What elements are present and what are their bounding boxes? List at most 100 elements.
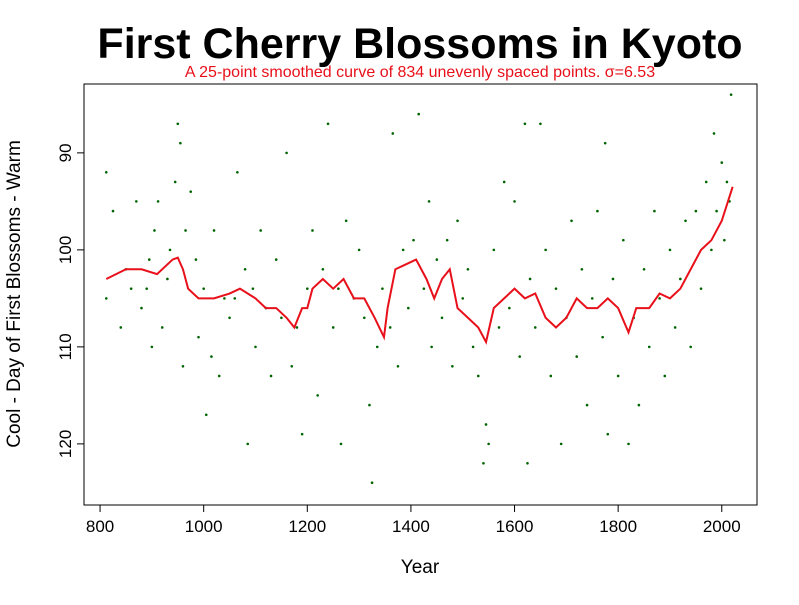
scatter-point — [518, 355, 522, 358]
scatter-point — [412, 238, 415, 242]
scatter-point — [533, 326, 537, 329]
scatter-point — [210, 355, 213, 358]
scatter-point — [228, 316, 231, 320]
x-tick-label: 1800 — [599, 517, 637, 536]
scatter-point — [647, 345, 651, 349]
scatter-point — [156, 200, 160, 203]
scatter-point — [368, 403, 371, 407]
scatter-point — [606, 432, 610, 436]
scatter-point — [725, 180, 729, 184]
scatter-point — [381, 287, 384, 290]
scatter-point — [616, 374, 620, 378]
scatter-point — [357, 248, 361, 252]
scatter-point — [166, 277, 169, 281]
scatter-point — [694, 209, 698, 213]
scatter-point — [523, 122, 527, 126]
scatter-point — [300, 432, 304, 436]
scatter-point — [544, 248, 547, 252]
scatter-point — [461, 297, 465, 300]
scatter-point — [570, 219, 573, 223]
scatter-point — [223, 297, 226, 300]
y-tick-label: 110 — [56, 333, 75, 360]
scatter-point — [274, 258, 278, 261]
scatter-point — [526, 461, 529, 465]
scatter-point — [173, 180, 177, 184]
scatter-point — [259, 229, 262, 232]
y-tick-label: 90 — [56, 143, 75, 162]
scatter-point — [427, 200, 431, 203]
y-axis-label: Cool - Day of First Blossoms - Warm — [4, 140, 25, 448]
x-tick-label: 800 — [86, 517, 114, 536]
scatter-point — [699, 287, 703, 290]
scatter-point — [422, 287, 426, 290]
scatter-point — [111, 209, 115, 213]
scatter-point — [295, 326, 299, 329]
scatter-point — [715, 209, 718, 213]
scatter-point — [653, 209, 656, 213]
scatter-point — [497, 326, 501, 329]
scatter-point — [362, 316, 366, 320]
scatter-point — [484, 423, 488, 426]
scatter-point — [673, 326, 677, 329]
scatter-point — [160, 326, 164, 329]
scatter-point — [704, 180, 708, 184]
scatter-point — [679, 277, 682, 281]
x-tick-label: 1400 — [392, 517, 430, 536]
scatter-point — [145, 287, 148, 290]
scatter-point — [689, 345, 692, 349]
scatter-point — [119, 326, 123, 329]
scatter-point — [580, 267, 584, 271]
y-tick-label: 120 — [56, 430, 75, 458]
scatter-point — [729, 93, 733, 96]
scatter-point — [723, 238, 726, 242]
scatter-point — [181, 364, 185, 368]
scatter-point — [642, 267, 646, 271]
chart-subtitle: A 25-point smoothed curve of 834 unevenl… — [185, 64, 655, 81]
scatter-point — [254, 345, 257, 349]
scatter-point — [513, 200, 516, 203]
scatter-point — [637, 403, 641, 407]
scatter-point — [508, 306, 511, 310]
scatter-point — [554, 287, 558, 290]
chart-title: First Cherry Blossoms in Kyoto — [97, 20, 742, 68]
scatter-point — [243, 267, 247, 271]
scatter-point — [269, 374, 273, 378]
scatter-point — [212, 229, 216, 232]
scatter-point — [370, 481, 374, 484]
smoothed-line — [105, 186, 734, 345]
scatter-point — [311, 229, 314, 232]
scatter-point — [189, 190, 193, 193]
scatter-point — [326, 122, 330, 126]
scatter-point — [290, 364, 294, 368]
scatter-point — [539, 122, 542, 126]
scatter-point — [236, 170, 239, 174]
scatter-point — [197, 335, 200, 339]
scatter-point — [603, 141, 607, 145]
scatter-point — [430, 345, 433, 349]
scatter-point — [502, 180, 506, 184]
scatter-point — [251, 287, 255, 290]
scatter-point — [492, 248, 496, 252]
scatter-point — [710, 248, 713, 252]
scatter-point — [233, 297, 237, 300]
scatter-point — [622, 238, 625, 242]
scatter-point — [217, 374, 221, 378]
scatter-point — [663, 374, 667, 378]
scatter-point — [627, 442, 630, 446]
scatter-point — [104, 297, 108, 300]
scatter-point — [445, 238, 449, 242]
scatter-point — [104, 170, 108, 174]
scatter-point — [482, 461, 485, 465]
y-tick-label: 100 — [56, 236, 75, 264]
scatter-point — [179, 141, 182, 145]
scatter-point — [184, 229, 187, 232]
x-tick-label: 1000 — [185, 517, 223, 536]
x-tick-label: 2000 — [703, 517, 741, 536]
scatter-point — [476, 374, 480, 378]
scatter-point — [375, 345, 379, 349]
x-axis-label: Year — [401, 557, 440, 578]
scatter-point — [153, 229, 156, 232]
scatter-point — [435, 258, 439, 261]
scatter-point — [147, 258, 151, 261]
scatter-point — [316, 394, 319, 397]
